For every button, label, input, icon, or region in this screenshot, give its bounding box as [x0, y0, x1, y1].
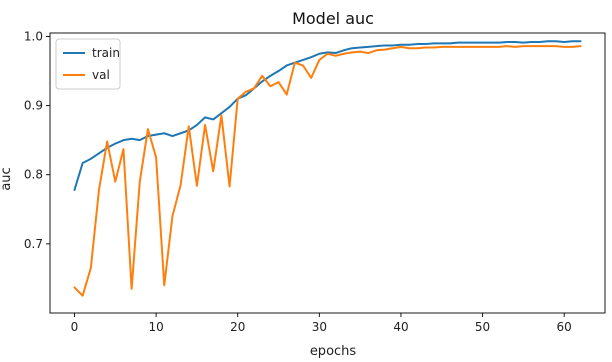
x-tick-label: 30 [312, 320, 327, 334]
legend-label-train: train [92, 46, 120, 60]
legend-box [55, 38, 121, 90]
y-axis-label: auc [0, 167, 14, 190]
y-tick-label: 0.8 [24, 168, 43, 182]
chart-title: Model auc [292, 9, 374, 28]
plot-frame [49, 32, 606, 314]
x-tick-label: 0 [71, 320, 79, 334]
y-tick-label: 0.9 [24, 99, 43, 113]
y-tick-label: 0.7 [24, 237, 43, 251]
legend-label-val: val [92, 68, 110, 82]
x-tick-label: 50 [475, 320, 490, 334]
series-line-val [73, 45, 582, 297]
plot-area: 0 10 20 30 40 50 60 0.7 0.8 0.9 1.0 train val [24, 29, 606, 334]
x-tick-label: 20 [230, 320, 245, 334]
x-tick-label: 10 [148, 320, 163, 334]
x-tick-label: 40 [393, 320, 408, 334]
series-line-train [73, 40, 582, 191]
x-axis-label: epochs [310, 344, 357, 359]
x-tick-label: 60 [557, 320, 572, 334]
y-tick-label: 1.0 [24, 29, 43, 43]
